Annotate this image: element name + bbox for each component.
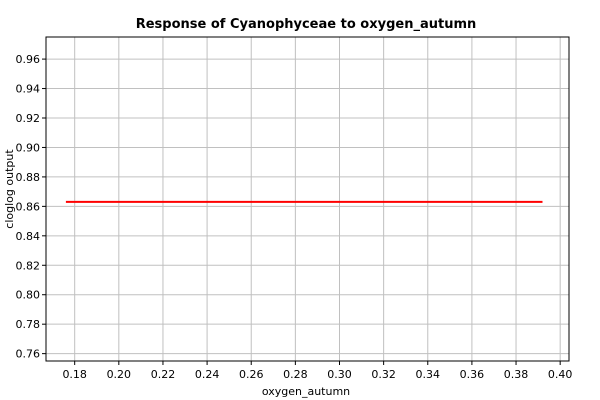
x-tick-label: 0.32	[371, 368, 396, 381]
x-tick-label: 0.20	[107, 368, 132, 381]
x-tick-label: 0.24	[195, 368, 220, 381]
y-tick-label: 0.92	[16, 112, 41, 125]
y-tick-label: 0.90	[16, 141, 41, 154]
y-tick-label: 0.86	[16, 200, 41, 213]
x-tick-label: 0.22	[151, 368, 176, 381]
y-tick-label: 0.78	[16, 318, 41, 331]
x-tick-label: 0.36	[460, 368, 485, 381]
y-tick-label: 0.96	[16, 53, 41, 66]
grid	[46, 37, 569, 361]
y-axis: 0.76 0.78 0.80 0.82 0.84 0.86 0.88 0.90 0.92 0.94…	[16, 53, 46, 361]
x-tick-label: 0.40	[548, 368, 573, 381]
y-tick-label: 0.84	[16, 230, 41, 243]
chart-title: Response of Cyanophyceae to oxygen_autum…	[136, 17, 477, 32]
x-tick-label: 0.26	[239, 368, 264, 381]
x-tick-label: 0.38	[504, 368, 529, 381]
x-tick-label: 0.18	[62, 368, 87, 381]
plot-area	[45, 36, 570, 362]
y-tick-label: 0.94	[16, 83, 41, 96]
y-tick-label: 0.88	[16, 171, 41, 184]
y-tick-label: 0.76	[16, 348, 41, 361]
y-tick-label: 0.80	[16, 289, 41, 302]
y-tick-label: 0.82	[16, 259, 41, 272]
y-axis-label: cloglog output	[3, 149, 16, 229]
x-axis: 0.18 0.20 0.22 0.24 0.26 0.28 0.30 0.32 0.34 0.36…	[62, 361, 572, 381]
x-tick-label: 0.34	[416, 368, 441, 381]
x-tick-label: 0.30	[327, 368, 352, 381]
x-axis-label: oxygen_autumn	[262, 385, 350, 398]
x-tick-label: 0.28	[283, 368, 308, 381]
